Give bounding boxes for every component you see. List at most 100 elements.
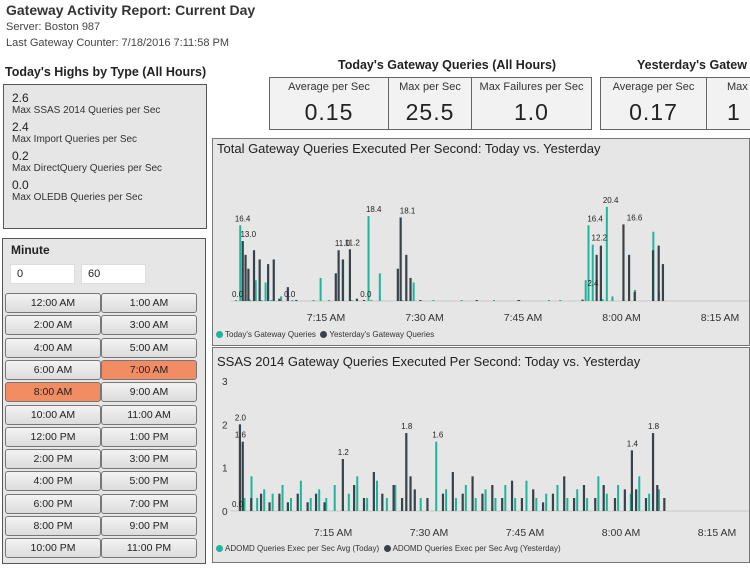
- hour-button-7-00-pm[interactable]: 7:00 PM: [101, 493, 197, 514]
- legend-yesterday-item[interactable]: Yesterday's Gateway Queries: [320, 330, 434, 339]
- yesterday-bar: [595, 254, 598, 301]
- today-bar: [412, 282, 415, 301]
- hour-button-5-00-pm[interactable]: 5:00 PM: [101, 471, 197, 492]
- hour-button-10-00-am[interactable]: 10:00 AM: [5, 404, 101, 425]
- legend-yesterday-dot: [320, 331, 328, 339]
- today-bar: [464, 485, 467, 511]
- yesterday-bar: [623, 489, 626, 511]
- today-bar: [432, 300, 435, 301]
- hour-button-2-00-am[interactable]: 2:00 AM: [5, 315, 101, 336]
- yesterday-bar: [353, 485, 356, 511]
- data-label: 1.6: [235, 431, 247, 440]
- hour-button-4-00-pm[interactable]: 4:00 PM: [5, 471, 101, 492]
- today-bar: [605, 493, 608, 511]
- today-bar: [235, 300, 237, 301]
- today-bar: [319, 277, 322, 301]
- yesterday-bar: [278, 493, 281, 511]
- hour-button-11-00-am[interactable]: 11:00 AM: [101, 404, 197, 425]
- x-tick-label: 8:15 AM: [698, 527, 737, 539]
- hour-button-8-00-am[interactable]: 8:00 AM: [5, 382, 101, 403]
- kpi-yesterday-max: Max 1: [706, 77, 750, 130]
- kpi-yesterday-average-label: Average per Sec: [612, 81, 695, 93]
- high-label-oledb: Max OLEDB Queries per Sec: [12, 192, 143, 203]
- minute-from-input[interactable]: 0: [10, 264, 75, 284]
- hour-button-6-00-am[interactable]: 6:00 AM: [5, 359, 101, 380]
- yesterday-bar: [392, 485, 395, 511]
- yesterday-bar: [657, 245, 660, 301]
- hour-button-4-00-am[interactable]: 4:00 AM: [5, 337, 101, 358]
- today-bar: [366, 498, 369, 511]
- yesterday-bar: [651, 433, 655, 511]
- yesterday-bar: [341, 459, 344, 511]
- hour-button-1-00-pm[interactable]: 1:00 PM: [101, 426, 197, 447]
- y-tick-label: 2: [222, 420, 228, 431]
- hour-button-10-00-pm[interactable]: 10:00 PM: [5, 538, 101, 559]
- hour-button-7-00-am[interactable]: 7:00 AM: [101, 359, 197, 380]
- today-bar: [264, 282, 267, 301]
- high-label-ssas: Max SSAS 2014 Queries per Sec: [12, 105, 161, 116]
- yesterday-bar: [400, 498, 404, 511]
- today-bar: [576, 489, 579, 511]
- yesterday-bar: [405, 254, 408, 301]
- hour-button-12-00-am[interactable]: 12:00 AM: [5, 293, 101, 313]
- yesterday-bar: [314, 493, 318, 511]
- yesterday-bar: [572, 498, 576, 511]
- yesterday-bar: [405, 433, 408, 511]
- ssas-queries-chart: 3 2 1 0 7:15 AM 7:30 AM 7:45 AM 8:00 AM 8:15 AM 2…: [222, 377, 749, 539]
- hour-button-12-00-pm[interactable]: 12:00 PM: [5, 426, 101, 447]
- legend-adomd-today-item[interactable]: ADOMD Queries Exec per Sec Avg (Today): [216, 544, 379, 553]
- data-label: 1.8: [401, 422, 413, 431]
- x-tick-label: 7:30 AM: [410, 527, 449, 539]
- hour-button-11-00-pm[interactable]: 11:00 PM: [101, 538, 197, 559]
- data-label: 1.4: [627, 439, 639, 448]
- yesterday-bar: [656, 485, 659, 511]
- hour-button-5-00-am[interactable]: 5:00 AM: [101, 337, 197, 358]
- legend-adomd-yesterday-item[interactable]: ADOMD Queries Exec per Sec Avg (Yesterda…: [383, 544, 561, 553]
- hour-button-3-00-am[interactable]: 3:00 AM: [101, 315, 197, 336]
- yesterday-bar: [286, 502, 289, 511]
- yesterday-bar: [241, 441, 244, 511]
- report-title: Gateway Activity Report: Current Day: [6, 2, 256, 18]
- hour-button-6-00-pm[interactable]: 6:00 PM: [5, 493, 101, 514]
- today-bar: [611, 296, 614, 301]
- today-bar: [394, 485, 397, 511]
- kpi-today-failures-value: 1.0: [514, 99, 549, 125]
- total-queries-chart: 7:15 AM 7:30 AM 7:45 AM 8:00 AM 8:15 AM 16.4 1…: [231, 196, 749, 324]
- yesterday-bar: [441, 493, 445, 511]
- legend-today-item[interactable]: Today's Gateway Queries: [216, 330, 316, 339]
- x-tick-label: 7:15 AM: [307, 312, 346, 324]
- chart1-title: Total Gateway Queries Executed Per Secon…: [217, 141, 601, 156]
- yesterday-bar: [381, 493, 384, 511]
- kpi-yesterday-average: Average per Sec 0.17: [600, 77, 707, 130]
- kpi-today-failures-label: Max Failures per Sec: [479, 81, 584, 93]
- high-value-oledb: 0.0: [12, 178, 29, 192]
- hour-button-3-00-pm[interactable]: 3:00 PM: [101, 449, 197, 470]
- minute-to-input[interactable]: 60: [81, 264, 146, 284]
- yesterday-bar: [461, 493, 464, 511]
- yesterday-bar: [426, 498, 429, 511]
- yesterday-bar: [252, 250, 256, 301]
- hour-button-9-00-am[interactable]: 9:00 AM: [101, 382, 197, 403]
- x-tick-label: 7:30 AM: [405, 312, 444, 324]
- hour-button-2-00-pm[interactable]: 2:00 PM: [5, 449, 101, 470]
- today-bar: [289, 498, 292, 511]
- x-tick-label: 8:00 AM: [602, 527, 641, 539]
- kpi-yesterday-max-label: Max: [727, 81, 748, 93]
- data-label: 1.6: [432, 431, 444, 440]
- high-value-directquery: 0.2: [12, 149, 29, 163]
- yesterday-bar: [582, 485, 586, 511]
- chart1-legend: Today's Gateway Queries Yesterday's Gate…: [216, 330, 434, 339]
- hour-button-8-00-pm[interactable]: 8:00 PM: [5, 516, 101, 536]
- hour-button-9-00-pm[interactable]: 9:00 PM: [101, 516, 197, 536]
- legend-adomd-today-dot: [216, 545, 223, 553]
- chart2-legend: ADOMD Queries Exec per Sec Avg (Today) A…: [216, 544, 561, 553]
- today-bar: [328, 300, 331, 301]
- hour-button-1-00-am[interactable]: 1:00 AM: [101, 293, 197, 313]
- data-label: 18.4: [366, 205, 382, 214]
- kpi-yesterday-max-value: 1: [727, 99, 741, 125]
- yesterday-bar: [563, 476, 566, 511]
- yesterday-bar: [471, 476, 474, 511]
- x-tick-label: 7:15 AM: [314, 527, 353, 539]
- legend-adomd-yesterday-label: ADOMD Queries Exec per Sec Avg (Yesterda…: [392, 544, 561, 553]
- today-bar: [356, 476, 359, 511]
